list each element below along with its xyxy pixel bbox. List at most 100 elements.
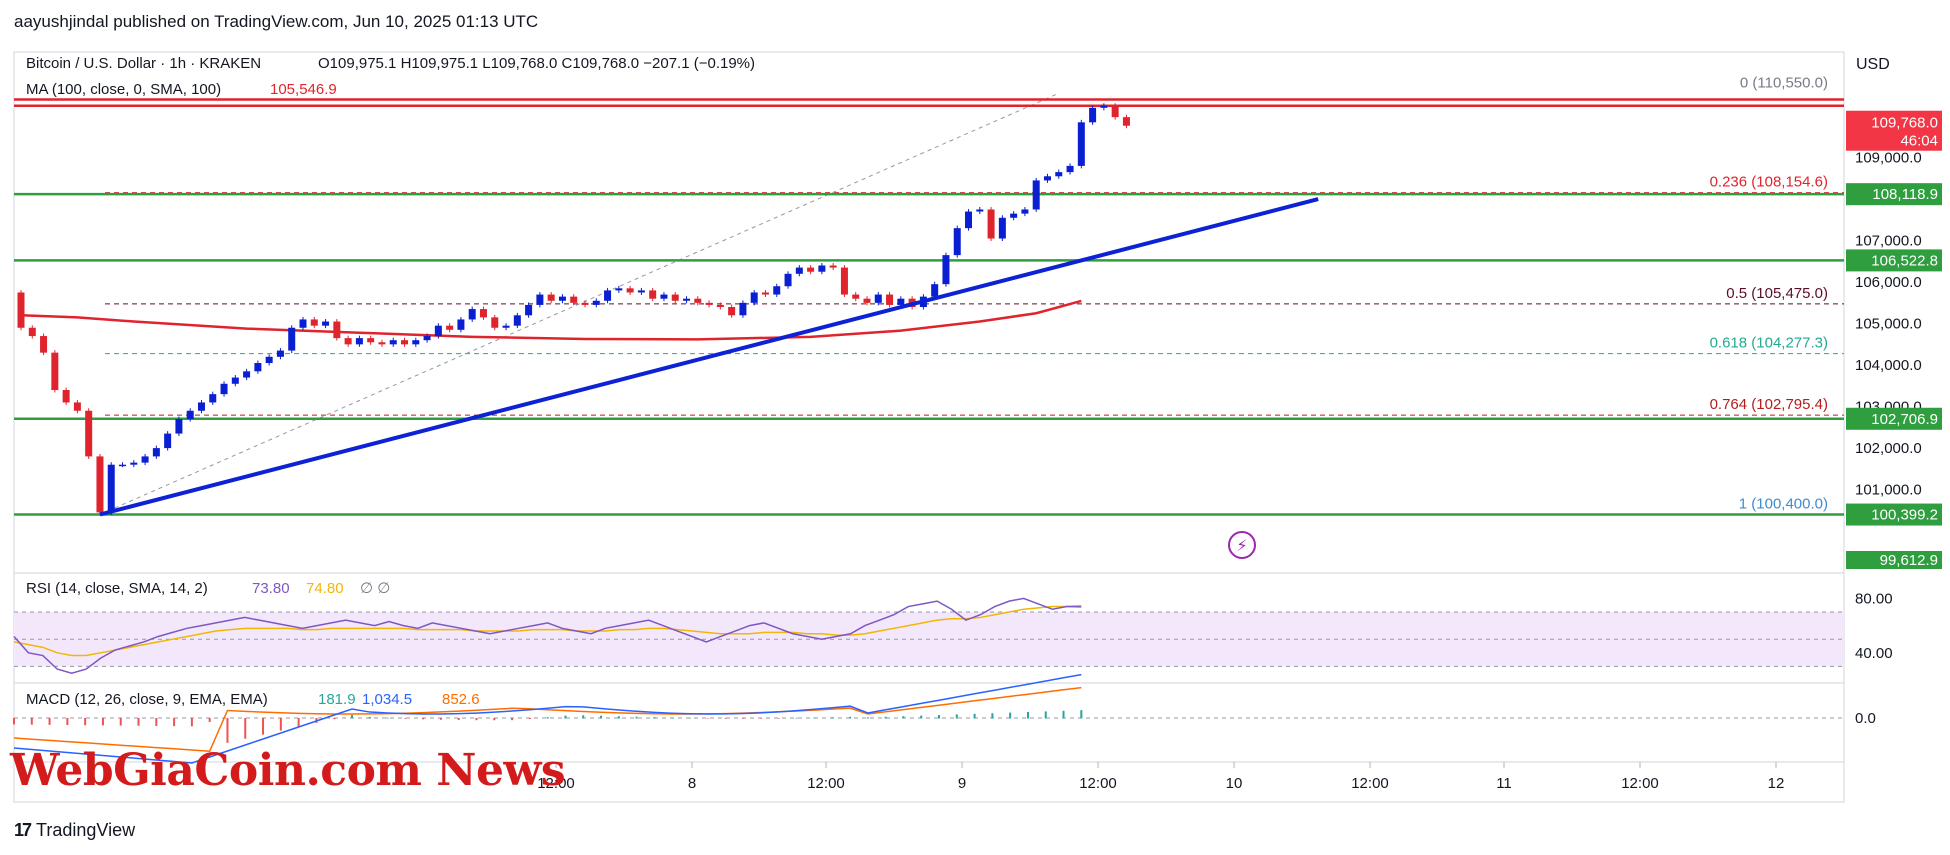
time-tick-label: 9 xyxy=(958,775,966,792)
candle-body xyxy=(502,325,510,328)
publisher-line: aayushjindal published on TradingView.co… xyxy=(14,12,539,31)
candle-body xyxy=(446,325,454,330)
macd-signal-line xyxy=(13,686,1082,752)
time-tick-label: 12:00 xyxy=(1351,775,1389,792)
candle-body xyxy=(333,321,341,339)
macd-hist-bar xyxy=(920,715,923,719)
candle-body xyxy=(355,338,363,345)
candle-body xyxy=(51,352,59,390)
candle-body xyxy=(716,304,724,307)
macd-hist-bar xyxy=(1009,712,1012,719)
macd-hist-bar xyxy=(404,718,407,719)
candle-body xyxy=(299,319,307,328)
price-tick-label: 104,000.0 xyxy=(1855,357,1922,374)
macd-hist-bar xyxy=(101,718,104,726)
currency-label[interactable]: USD xyxy=(1856,56,1890,73)
candle-body xyxy=(626,288,634,293)
fib-level-label: 0.236 (108,154.6) xyxy=(1710,174,1828,191)
candle-body xyxy=(536,294,544,305)
macd-hist-bar xyxy=(84,718,87,726)
candle-body xyxy=(1021,209,1029,214)
candle-body xyxy=(852,294,860,299)
level-price-tag-text: 108,118.9 xyxy=(1872,186,1938,203)
macd-hist-bar xyxy=(297,718,300,727)
candle-body xyxy=(141,456,149,463)
candle-body xyxy=(953,228,961,256)
macd-hist-bar xyxy=(813,717,816,719)
macd-hist-bar xyxy=(333,718,336,720)
macd-hist-bar xyxy=(795,717,798,719)
candle-body xyxy=(761,292,769,295)
candle-body xyxy=(773,286,781,295)
candle-body xyxy=(874,294,882,303)
level-price-tag xyxy=(1846,183,1942,206)
macd-hist-bar xyxy=(671,717,674,719)
time-tick-label: 12:00 xyxy=(1079,775,1117,792)
level-price-tag xyxy=(1846,249,1942,272)
candle-body xyxy=(998,217,1006,239)
macd-tick-label: 0.0 xyxy=(1855,710,1876,727)
candle-body xyxy=(604,290,612,301)
rsi-value: 73.80 xyxy=(252,580,290,597)
candle-body xyxy=(784,273,792,287)
macd-hist-bar xyxy=(386,717,389,719)
rsi-extra: ∅ ∅ xyxy=(360,580,390,597)
candle-body xyxy=(863,298,871,303)
tradingview-logo[interactable]: 17 TradingView xyxy=(14,820,135,841)
price-tick-label: 109,000.0 xyxy=(1855,150,1922,167)
fib-diagonal-line xyxy=(99,92,1059,515)
partial-price-text: 99,612.9 xyxy=(1880,552,1938,569)
candle-body xyxy=(931,284,939,297)
candle-body xyxy=(209,394,217,403)
candle-body xyxy=(389,340,397,345)
macd-hist-bar xyxy=(849,716,852,719)
candle-body xyxy=(164,433,172,449)
macd-line xyxy=(13,673,1082,764)
ohlc-values: O109,975.1 H109,975.1 L109,768.0 C109,76… xyxy=(318,55,755,72)
fib-level-label: 0.764 (102,795.4) xyxy=(1710,396,1828,413)
time-tick-label: 12 xyxy=(1768,775,1785,792)
macd-hist-bar xyxy=(1080,710,1083,719)
macd-hist-bar xyxy=(30,718,33,725)
level-price-tag xyxy=(1846,503,1942,526)
candle-body xyxy=(660,294,668,299)
macd-value: 1,034.5 xyxy=(362,691,412,708)
macd-hist-bar xyxy=(528,718,531,720)
candle-body xyxy=(886,294,894,305)
chart-frame xyxy=(13,51,1845,803)
time-tick-label: 11 xyxy=(1496,775,1512,792)
candle-body xyxy=(513,315,521,326)
candle-body xyxy=(547,294,555,301)
watermark-text: WebGiaCoin.com News xyxy=(10,745,566,796)
fib-level-label: 1 (100,400.0) xyxy=(1739,496,1828,513)
candle-body xyxy=(85,410,93,457)
candle-body xyxy=(976,209,984,212)
macd-hist-bar xyxy=(262,718,265,735)
candle-body xyxy=(1089,107,1097,123)
macd-hist-bar xyxy=(884,716,887,719)
candle-body xyxy=(186,410,194,420)
macd-hist-bar xyxy=(582,715,585,719)
candle-body xyxy=(152,448,160,457)
candle-body xyxy=(1010,213,1018,218)
time-tick-label: 12:00 xyxy=(537,775,575,792)
candle-body xyxy=(694,298,702,303)
candle-body xyxy=(28,327,36,337)
macd-hist-bar xyxy=(190,718,193,727)
price-tick-label: 105,000.0 xyxy=(1855,316,1922,333)
ma-100-line xyxy=(20,299,1082,341)
macd-hist-bar xyxy=(457,718,460,721)
symbol-name: Bitcoin / U.S. Dollar · 1h · KRAKEN xyxy=(26,55,261,72)
macd-hist-bar xyxy=(653,717,656,719)
candle-body xyxy=(558,296,566,301)
macd-hist-bar xyxy=(706,718,709,719)
level-price-tag-text: 100,399.2 xyxy=(1871,507,1938,524)
rsi-tick-label: 40.00 xyxy=(1855,645,1893,662)
macd-hist-bar xyxy=(350,715,353,719)
price-tick-label: 101,000.0 xyxy=(1855,482,1922,499)
countdown-text: 46:04 xyxy=(1900,133,1938,150)
macd-hist-bar xyxy=(866,717,869,719)
candle-body xyxy=(62,390,70,403)
candle-body xyxy=(1111,105,1119,118)
